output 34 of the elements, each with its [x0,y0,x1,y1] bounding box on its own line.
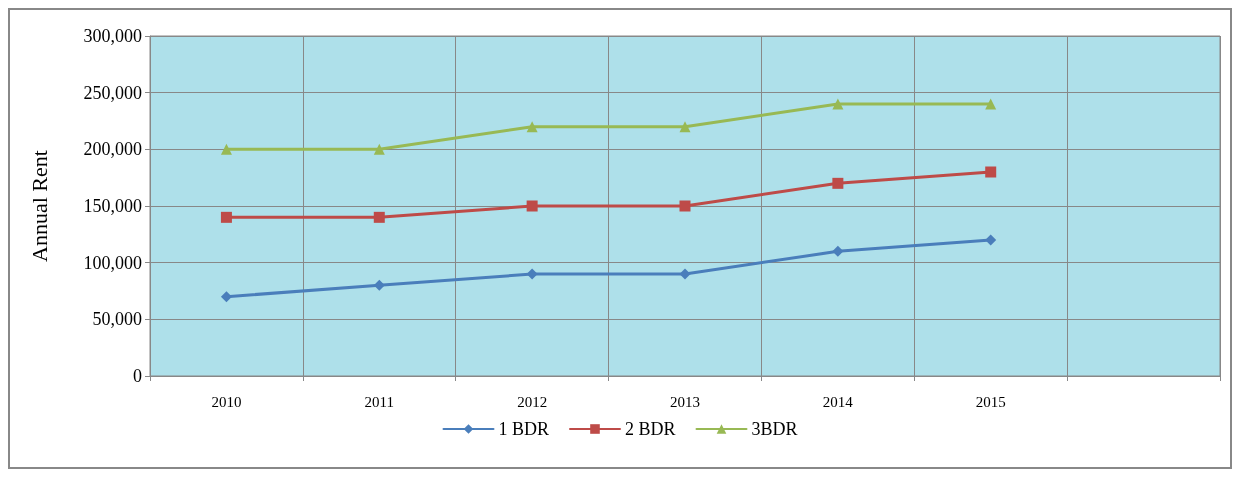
point [220,211,232,223]
legend-label: 1 BDR [498,419,549,439]
point [832,177,844,189]
x-tick-label: 2014 [822,393,854,410]
y-tick-label: 50,000 [92,309,142,330]
y-tick-label: 300,000 [83,26,142,46]
point [373,211,385,223]
x-tick-label: 2012 [517,393,548,410]
y-tick-label: 0 [133,366,142,386]
legend-label: 2 BDR [624,419,676,439]
point [373,143,385,155]
y-axis-title: Annual Rent [26,150,52,262]
x-tick-label: 2011 [364,393,395,410]
point [679,200,691,212]
point [679,121,691,133]
point [526,200,538,212]
point [832,98,844,110]
point [526,121,538,133]
point [220,291,232,303]
y-tick-label: 200,000 [83,139,142,160]
point [985,234,997,246]
y-tick-label: 100,000 [83,252,142,273]
point [832,245,844,257]
y-tick-label: 150,000 [83,196,142,216]
legend-label: 3BDR [751,419,798,439]
y-tick-label: 250,000 [83,82,142,103]
x-tick-label: 2010 [211,393,242,410]
point [526,268,538,280]
point [220,143,232,155]
point [679,268,691,280]
x-tick-label: 2015 [975,393,1006,410]
point [985,98,997,110]
x-tick-label: 2013 [670,393,700,410]
point [985,166,997,178]
